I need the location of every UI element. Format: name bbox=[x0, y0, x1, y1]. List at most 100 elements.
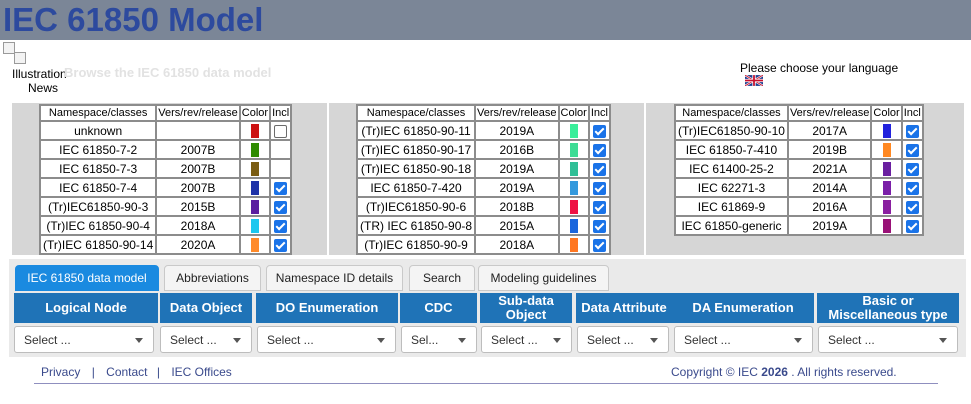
include-checkbox[interactable] bbox=[905, 143, 919, 157]
namespace-version: 2021A bbox=[788, 160, 871, 177]
namespace-version bbox=[157, 122, 239, 139]
header-cdc: CDC bbox=[400, 293, 477, 323]
namespace-include-cell bbox=[271, 198, 291, 215]
namespace-version: 2019A bbox=[476, 122, 558, 139]
include-checkbox[interactable] bbox=[592, 219, 606, 233]
namespace-include-cell bbox=[589, 122, 609, 139]
color-swatch bbox=[250, 199, 259, 214]
tab-search[interactable]: Search bbox=[409, 265, 475, 291]
header-da-enumeration: DA Enumeration bbox=[672, 293, 814, 323]
tab-modeling-guidelines[interactable]: Modeling guidelines bbox=[478, 265, 609, 291]
privacy-link[interactable]: Privacy bbox=[41, 365, 81, 379]
col-version: Vers/rev/release bbox=[157, 106, 239, 120]
news-link[interactable]: News bbox=[28, 81, 59, 95]
col-version: Vers/rev/release bbox=[476, 106, 558, 120]
col-namespace: Namespace/classes bbox=[358, 106, 475, 120]
include-checkbox[interactable] bbox=[905, 124, 919, 138]
include-checkbox[interactable] bbox=[592, 181, 606, 195]
include-checkbox[interactable] bbox=[592, 124, 606, 138]
include-checkbox[interactable] bbox=[274, 200, 288, 214]
namespace-row: (Tr)IEC 61850-90-18 2019A bbox=[358, 160, 609, 177]
namespace-row: IEC 61850-7-2 2007B bbox=[41, 141, 291, 158]
namespace-color-cell bbox=[559, 160, 588, 177]
namespace-color-cell bbox=[240, 179, 270, 196]
include-checkbox[interactable] bbox=[592, 162, 606, 176]
namespace-include-cell bbox=[271, 122, 291, 139]
namespace-version: 2016B bbox=[476, 141, 558, 158]
select-cdc[interactable]: Sel... bbox=[401, 326, 477, 353]
col-version: Vers/rev/release bbox=[788, 106, 871, 120]
include-checkbox[interactable] bbox=[905, 162, 919, 176]
tab-data-model[interactable]: IEC 61850 data model bbox=[15, 265, 159, 291]
namespace-version: 2018A bbox=[476, 236, 558, 253]
tab-namespace-id-details[interactable]: Namespace ID details bbox=[266, 265, 403, 291]
color-swatch bbox=[250, 218, 259, 233]
contact-link[interactable]: Contact bbox=[106, 365, 148, 379]
chevron-down-icon bbox=[553, 338, 561, 343]
namespace-version: 2014A bbox=[788, 179, 871, 196]
include-checkbox[interactable] bbox=[274, 124, 288, 138]
namespace-name: IEC 62271-3 bbox=[676, 179, 787, 196]
include-checkbox[interactable] bbox=[905, 219, 919, 233]
select-value: Select ... bbox=[828, 332, 875, 347]
include-checkbox[interactable] bbox=[592, 238, 606, 252]
copyright-year: 2026 bbox=[761, 365, 788, 379]
namespace-color-cell bbox=[872, 160, 901, 177]
illustration-alt-text: Illustration bbox=[12, 67, 67, 81]
include-checkbox[interactable] bbox=[592, 200, 606, 214]
namespace-version: 2015B bbox=[157, 198, 239, 215]
namespace-color-cell bbox=[559, 179, 588, 196]
header-basic-misc-type: Basic or Miscellaneous type bbox=[817, 293, 959, 323]
chevron-down-icon bbox=[650, 338, 658, 343]
namespace-color-cell bbox=[240, 236, 270, 253]
namespace-include-cell bbox=[271, 236, 291, 253]
namespace-version: 2019B bbox=[788, 141, 871, 158]
namespace-version: 2017A bbox=[788, 122, 871, 139]
chevron-down-icon bbox=[233, 338, 241, 343]
namespace-table-3: Namespace/classes Vers/rev/release Color… bbox=[674, 104, 924, 236]
select-data-attribute[interactable]: Select ... bbox=[577, 326, 669, 353]
copyright: Copyright © IEC 2026 . All rights reserv… bbox=[671, 365, 897, 379]
tab-abbreviations[interactable]: Abbreviations bbox=[164, 265, 261, 291]
namespace-row: IEC 62271-3 2014A bbox=[676, 179, 922, 196]
include-checkbox[interactable] bbox=[905, 200, 919, 214]
namespace-row: (Tr)IEC61850-90-6 2018B bbox=[358, 198, 609, 215]
col-namespace: Namespace/classes bbox=[41, 106, 156, 120]
header-data-object: Data Object bbox=[160, 293, 252, 323]
select-sub-data-object[interactable]: Select ... bbox=[481, 326, 572, 353]
include-checkbox[interactable] bbox=[592, 143, 606, 157]
select-basic-misc-type[interactable]: Select ... bbox=[818, 326, 958, 353]
namespace-name: IEC 61850-7-3 bbox=[41, 160, 156, 177]
color-swatch bbox=[569, 161, 578, 176]
select-value: Select ... bbox=[491, 332, 538, 347]
namespace-name: IEC 61850-generic bbox=[676, 217, 787, 234]
include-checkbox[interactable] bbox=[274, 219, 288, 233]
select-value: Select ... bbox=[587, 332, 634, 347]
color-swatch bbox=[250, 161, 259, 176]
color-swatch bbox=[882, 199, 891, 214]
include-checkbox[interactable] bbox=[905, 181, 919, 195]
namespace-version: 2007B bbox=[157, 141, 239, 158]
namespace-include-cell bbox=[271, 141, 291, 158]
namespace-name: (Tr)IEC61850-90-3 bbox=[41, 198, 156, 215]
namespace-color-cell bbox=[872, 198, 901, 215]
namespace-version: 2007B bbox=[157, 179, 239, 196]
uk-flag-icon[interactable] bbox=[745, 75, 763, 86]
footer-links: Privacy | Contact | IEC Offices bbox=[41, 365, 232, 379]
select-logical-node[interactable]: Select ... bbox=[14, 326, 154, 353]
color-swatch bbox=[569, 237, 578, 252]
color-swatch bbox=[882, 161, 891, 176]
header-logical-node: Logical Node bbox=[14, 293, 158, 323]
select-do-enumeration[interactable]: Select ... bbox=[257, 326, 396, 353]
namespace-include-cell bbox=[271, 160, 291, 177]
include-checkbox[interactable] bbox=[274, 238, 288, 252]
iec-offices-link[interactable]: IEC Offices bbox=[171, 365, 232, 379]
select-data-object[interactable]: Select ... bbox=[160, 326, 252, 353]
copyright-prefix: Copyright © IEC bbox=[671, 365, 758, 379]
include-checkbox[interactable] bbox=[274, 181, 288, 195]
namespace-panel-2: Namespace/classes Vers/rev/release Color… bbox=[329, 103, 644, 255]
chevron-down-icon bbox=[377, 338, 385, 343]
namespace-row: IEC 61850-7-420 2019A bbox=[358, 179, 609, 196]
namespace-name: (Tr)IEC 61850-90-9 bbox=[358, 236, 475, 253]
select-da-enumeration[interactable]: Select ... bbox=[674, 326, 813, 353]
